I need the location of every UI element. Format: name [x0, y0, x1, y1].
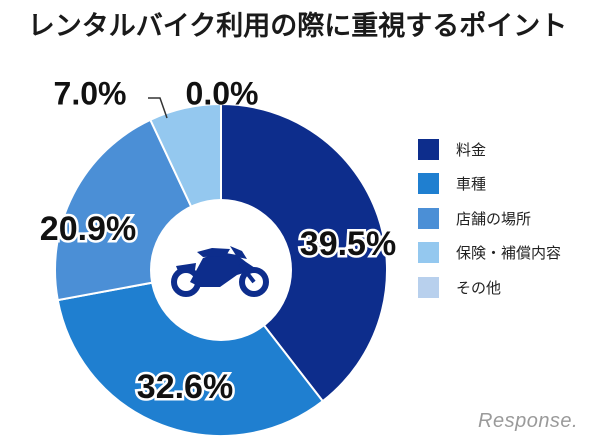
legend-item: その他 [418, 274, 561, 300]
legend-label: 料金 [456, 140, 487, 159]
legend-label: 店舗の場所 [456, 209, 532, 228]
legend: 料金 車種 店舗の場所 保険・補償内容 その他 [418, 136, 561, 309]
legend-label: 保険・補償内容 [456, 244, 562, 262]
response-logo: Response. [478, 410, 579, 432]
legend-label: その他 [456, 278, 502, 297]
legend-swatch [418, 276, 439, 298]
legend-item: 料金 [418, 136, 561, 162]
legend-label: 車種 [456, 175, 487, 193]
pie-slice [220, 102, 388, 403]
legend-swatch [418, 173, 439, 194]
legend-item: 店舗の場所 [418, 205, 561, 231]
data-label: 7.0% [54, 75, 127, 111]
data-label: 0.0% [186, 75, 259, 111]
legend-swatch [418, 207, 439, 229]
data-label: 39.5% [300, 225, 396, 263]
legend-swatch [418, 138, 439, 160]
chart-title: レンタルバイク利用の際に重視するポイント [27, 11, 568, 42]
legend-swatch [418, 242, 439, 263]
data-label: 20.9% [40, 210, 136, 248]
leader-line [148, 97, 168, 119]
pie-slice [56, 268, 325, 437]
legend-item: 車種 [418, 171, 561, 197]
motorcycle-icon [171, 246, 269, 297]
data-label: 32.6% [137, 368, 233, 406]
legend-item: 保険・補償内容 [418, 240, 561, 266]
